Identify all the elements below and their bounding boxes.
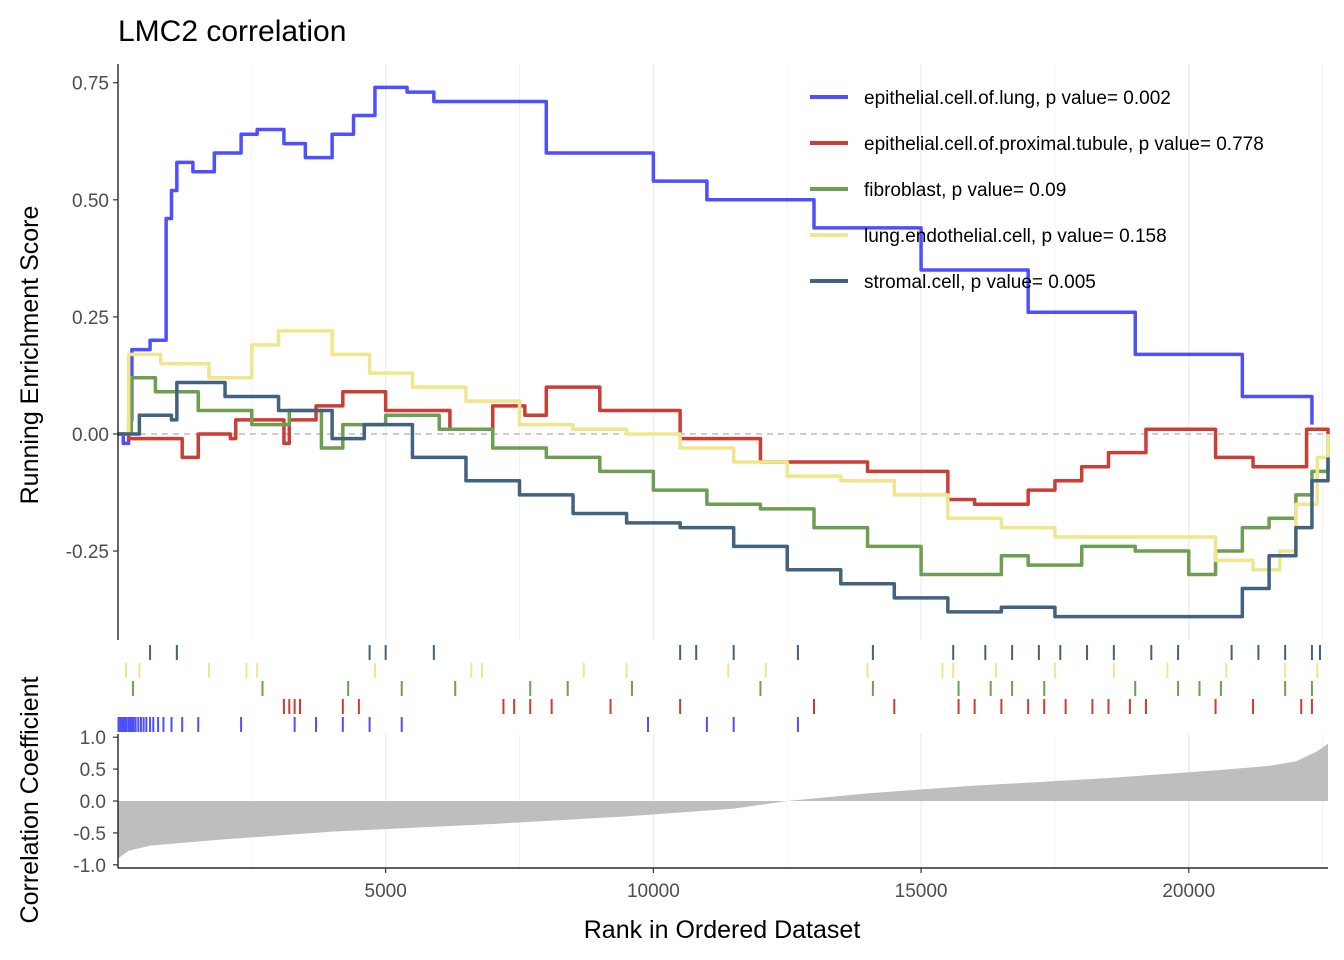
x-axis-title: Rank in Ordered Dataset: [584, 916, 861, 944]
y-tick-label-corr: -0.5: [73, 824, 106, 845]
y-tick-label-main: -0.25: [66, 542, 109, 563]
legend-label-4: lung.endothelial.cell, p value= 0.158: [864, 226, 1167, 247]
series-line-3: [118, 376, 1330, 577]
y-tick-label-main: 0.25: [72, 308, 109, 329]
y-tick-label-corr: 1.0: [80, 728, 106, 749]
y-tick-label-main: 0.50: [72, 191, 109, 212]
legend-label-5: stromal.cell, p value= 0.005: [864, 272, 1096, 293]
y-axis-title-running-enrichment: Running Enrichment Score: [16, 206, 44, 505]
x-tick-label: 5000: [365, 881, 407, 902]
hit-rug-panel: [117, 645, 1321, 732]
y-tick-label-corr: 0.0: [80, 792, 106, 813]
y-axis-title-correlation: Correlation Coefficient: [16, 677, 44, 924]
series-line-5: [118, 380, 1330, 619]
legend-label-2: epithelial.cell.of.proximal.tubule, p va…: [864, 134, 1264, 155]
y-tick-label-main: 0.00: [72, 425, 109, 446]
gridlines: [251, 64, 1323, 868]
legend: epithelial.cell.of.lung, p value= 0.002 e…: [810, 88, 1264, 293]
series-line-1: [118, 85, 1314, 446]
correlation-panel: [118, 743, 1328, 859]
y-tick-label-corr: 0.5: [80, 760, 106, 781]
enrichment-panel: [118, 85, 1330, 619]
legend-label-1: epithelial.cell.of.lung, p value= 0.002: [864, 88, 1171, 109]
chart-title: LMC2 correlation: [118, 15, 346, 48]
legend-label-3: fibroblast, p value= 0.09: [864, 180, 1066, 201]
x-tick-label: 15000: [895, 881, 948, 902]
axes: -0.25 0.00 0.25 0.50 0.75 -1.0 -0.5 0.0 0.5 1.0 50…: [66, 64, 1328, 902]
y-tick-label-corr: -1.0: [73, 856, 106, 877]
y-tick-label-main: 0.75: [72, 74, 109, 95]
x-tick-label: 20000: [1162, 881, 1215, 902]
x-tick-label: 10000: [627, 881, 680, 902]
correlation-area: [118, 743, 1328, 859]
series-line-2: [118, 385, 1330, 506]
series-line-4: [118, 329, 1330, 572]
